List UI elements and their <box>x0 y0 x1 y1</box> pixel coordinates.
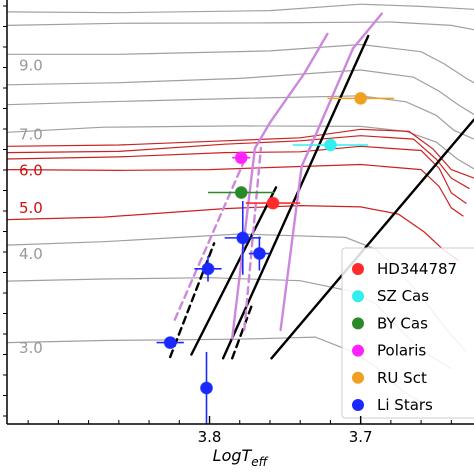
mass-label: 9.0 <box>19 57 43 75</box>
mass-label: 3.0 <box>19 339 43 357</box>
instability-strip-edges <box>169 12 474 360</box>
star-point <box>266 196 280 210</box>
mass-label: 7.0 <box>19 125 43 143</box>
star-point <box>234 151 248 165</box>
track-line <box>7 3 474 14</box>
star-point <box>236 231 250 245</box>
legend-marker <box>352 344 364 357</box>
star-point <box>354 91 368 105</box>
track-line <box>7 204 460 262</box>
legend-label: Polaris <box>377 342 426 360</box>
legend-label: RU Sct <box>377 369 427 387</box>
strip-edge-line <box>279 12 383 332</box>
stars <box>156 91 394 424</box>
legend-marker <box>352 263 364 275</box>
star-point <box>323 138 337 152</box>
mass-label: 5.0 <box>19 199 43 217</box>
x-tick-label: 3.8 <box>198 428 222 446</box>
track-line <box>7 21 474 31</box>
legend-label: HD344787 <box>377 260 457 278</box>
mass-label: 4.0 <box>19 245 43 263</box>
legend-label: SZ Cas <box>377 287 429 305</box>
track-line <box>7 69 474 116</box>
strip-edge-line <box>231 304 253 360</box>
mass-label: 6.0 <box>19 161 43 179</box>
strip-edge-line <box>173 162 244 321</box>
legend-label: BY Cas <box>377 314 428 332</box>
star-point <box>252 247 266 261</box>
track-line <box>7 128 474 179</box>
legend-box <box>341 247 474 419</box>
x-axis-title: LogTeff <box>213 446 269 469</box>
track-line <box>7 135 470 190</box>
axis-ticks: 3.8 3.7 <box>3 5 452 446</box>
strip-edge-line <box>243 146 263 332</box>
strip-edge-line <box>169 242 216 359</box>
track-line <box>7 125 474 170</box>
x-axis-title-subscript: eff <box>251 455 268 469</box>
legend-marker <box>352 317 364 330</box>
track-line <box>7 145 467 204</box>
star-point <box>201 262 215 276</box>
star-point <box>199 381 213 395</box>
strip-edge-line <box>231 32 329 340</box>
track-line <box>7 43 474 84</box>
x-axis-title-base: LogT <box>213 446 253 465</box>
star-point <box>163 336 177 350</box>
mass-labels: 9.0 7.0 6.0 5.0 4.0 3.0 <box>19 57 43 357</box>
legend-marker <box>352 371 364 384</box>
legend-marker <box>352 290 364 303</box>
legend-marker <box>352 399 364 411</box>
strip-edge-line <box>190 186 278 356</box>
track-line <box>7 163 464 217</box>
star-point <box>234 185 248 199</box>
legend-label: Li Stars <box>377 396 433 414</box>
strip-edge-line <box>270 118 474 360</box>
x-tick-label: 3.7 <box>349 428 373 446</box>
legend: HD344787 SZ Cas BY Cas Polaris RU Sct Li Star… <box>352 260 457 414</box>
